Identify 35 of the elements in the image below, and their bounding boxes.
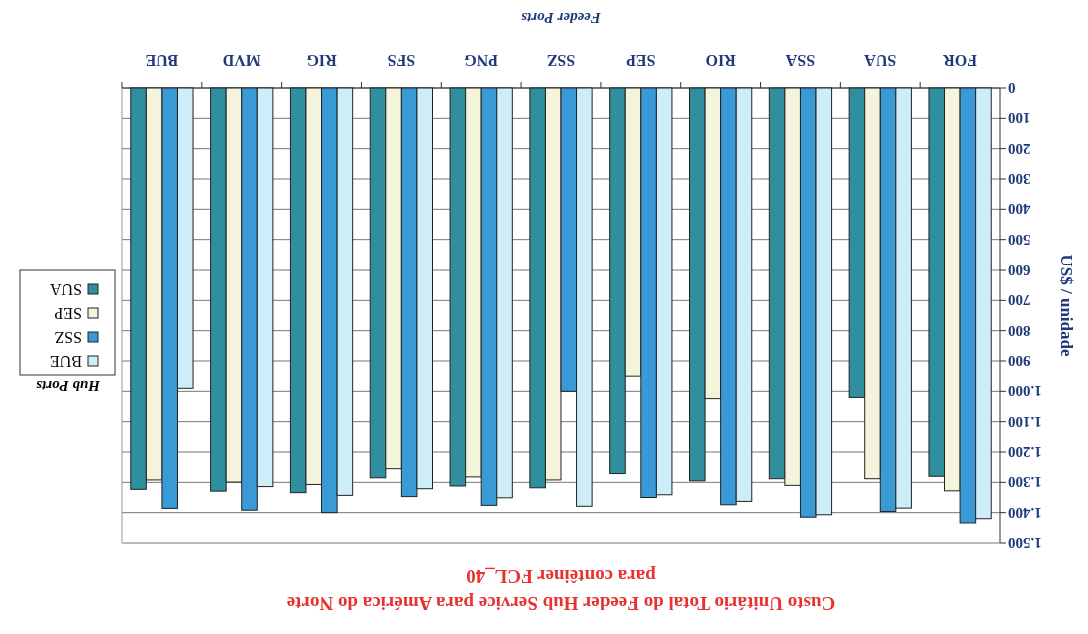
- y-tick-label: 800: [1008, 322, 1031, 339]
- legend-label: SSZ: [54, 328, 82, 346]
- y-tick-label: 500: [1008, 231, 1031, 248]
- y-tick-label: 300: [1008, 171, 1031, 187]
- y-tick-label: 100: [1008, 110, 1031, 127]
- x-tick-label: SUA: [863, 51, 897, 69]
- y-tick-label: 700: [1008, 292, 1031, 309]
- legend-label: SEP: [54, 304, 82, 322]
- x-tick-label: SSA: [785, 51, 816, 69]
- legend-label: BUE: [50, 352, 82, 370]
- y-tick-label: 200: [1008, 140, 1031, 157]
- y-tick-label: 1.000: [1008, 383, 1042, 400]
- x-tick-label: MVD: [222, 51, 261, 69]
- x-tick-label: SFS: [387, 51, 416, 69]
- y-tick-label: 0: [1008, 80, 1016, 96]
- x-tick-label: FOR: [942, 51, 977, 69]
- y-axis-title: US$ / unidade: [1056, 254, 1076, 357]
- y-tick-label: 1.300: [1008, 474, 1042, 491]
- x-tick-label: SEP: [625, 51, 656, 69]
- legend-label: SUA: [49, 280, 82, 298]
- y-tick-label: 600: [1008, 262, 1031, 278]
- y-tick-label: 1.500: [1008, 535, 1042, 551]
- x-tick-label: SSZ: [546, 51, 576, 69]
- x-tick-label: PNG: [463, 51, 499, 69]
- x-tick-label: RIG: [305, 51, 337, 69]
- y-tick-label: 1.200: [1008, 444, 1042, 460]
- y-tick-label: 1.100: [1008, 413, 1042, 430]
- y-tick-label: 900: [1008, 353, 1031, 369]
- x-tick-label: BUE: [145, 51, 179, 69]
- legend-title: Hub Ports: [35, 378, 101, 394]
- y-tick-label: 400: [1008, 201, 1031, 218]
- y-tick-label: 1.400: [1008, 504, 1042, 521]
- text: Custo Unitário Total do Feeder Hub Service para América do Norte para contêiner FCL_40: [286, 565, 836, 614]
- x-axis-title: Feeder Ports: [521, 10, 602, 26]
- x-tick-label: RIO: [705, 51, 736, 69]
